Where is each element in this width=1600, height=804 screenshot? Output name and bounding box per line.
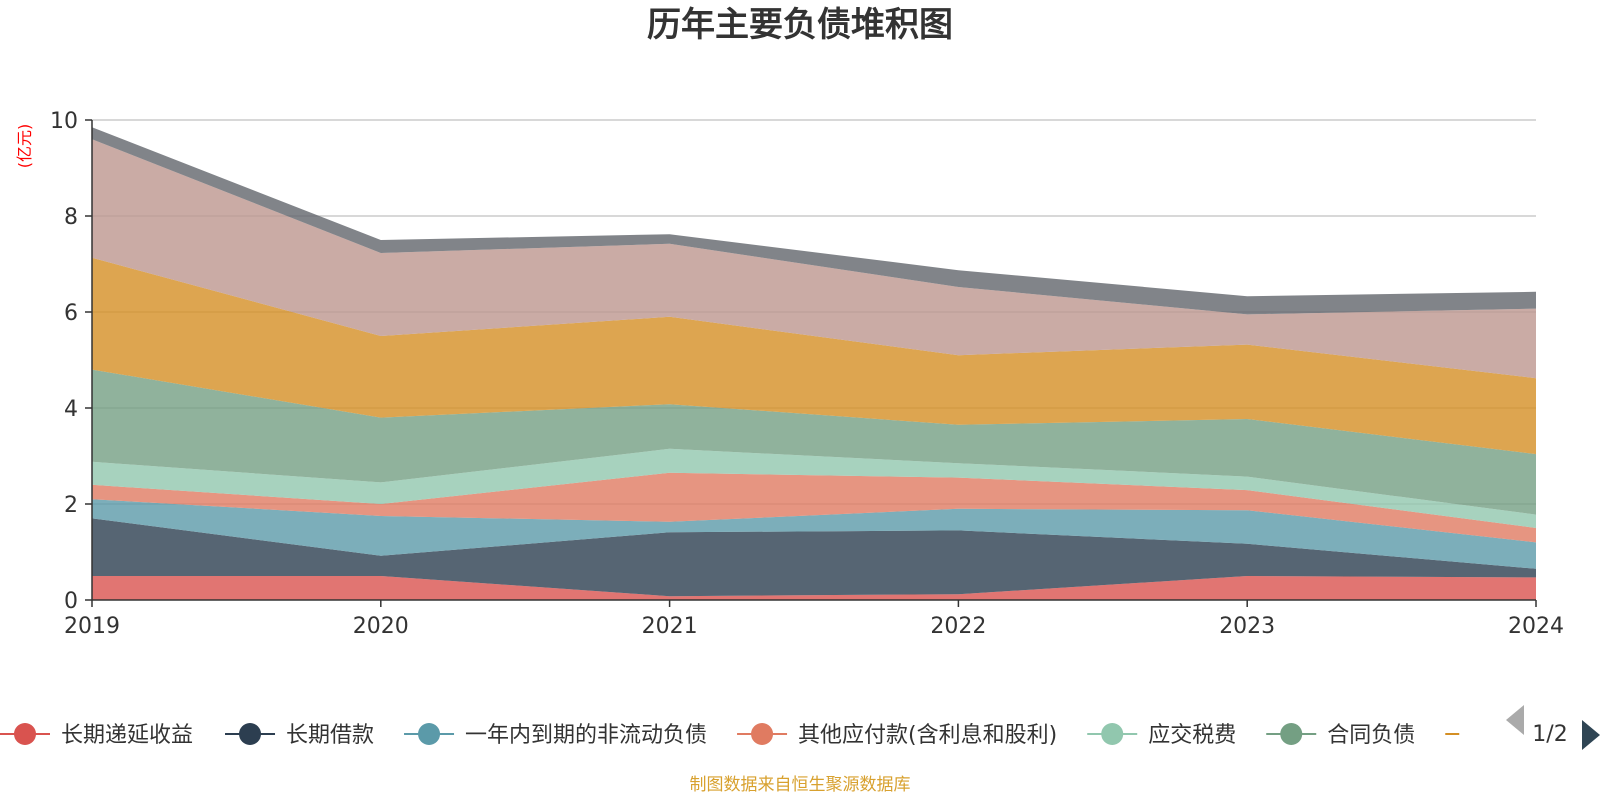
- y-tick-label: 10: [50, 109, 78, 134]
- legend-label: 一年内到期的非流动负债: [465, 723, 707, 748]
- area-series-0[interactable]: [92, 576, 1536, 600]
- area-series-6[interactable]: [92, 257, 1536, 455]
- legend-marker: [751, 723, 774, 745]
- legend-next-page-icon[interactable]: [1582, 720, 1600, 750]
- legend-label: 其他应付款(含利息和股利): [798, 723, 1057, 748]
- x-tick-label: 2023: [1219, 614, 1275, 639]
- chart-title: 历年主要负债堆积图: [647, 5, 953, 45]
- legend-marker: [1280, 723, 1303, 745]
- legend-label: 长期递延收益: [61, 723, 193, 748]
- legend-marker: [239, 723, 262, 745]
- x-tick-label: 2019: [64, 614, 120, 639]
- legend-label: 长期借款: [286, 723, 374, 748]
- legend-item-4[interactable]: 应交税费: [1087, 723, 1236, 748]
- legend-item-2[interactable]: 一年内到期的非流动负债: [404, 723, 707, 748]
- y-tick-label: 2: [64, 493, 78, 518]
- x-tick-label: 2020: [353, 614, 409, 639]
- y-tick-label: 6: [64, 301, 78, 326]
- y-tick-label: 4: [64, 397, 78, 422]
- x-tick-label: 2024: [1508, 614, 1564, 639]
- legend-item-0[interactable]: 长期递延收益: [0, 723, 193, 748]
- area-series-3[interactable]: [92, 472, 1536, 543]
- data-source-note: 制图数据来自恒生聚源数据库: [690, 775, 911, 795]
- area-series-7[interactable]: [92, 139, 1536, 379]
- area-series-2[interactable]: [92, 499, 1536, 569]
- legend-marker: [418, 723, 441, 745]
- x-tick-label: 2021: [642, 614, 698, 639]
- area-series-group: [92, 127, 1536, 600]
- legend-item-3[interactable]: 其他应付款(含利息和股利): [737, 723, 1057, 748]
- legend-page-indicator: 1/2: [1532, 722, 1567, 747]
- x-tick-label: 2022: [930, 614, 986, 639]
- legend-pager: 1/2: [1506, 705, 1600, 750]
- legend-item-1[interactable]: 长期借款: [225, 723, 374, 748]
- area-series-4[interactable]: [92, 448, 1536, 528]
- legend: 长期递延收益 长期借款 一年内到期的非流动负债 其他应付款(含利息和股利) 应交税费 合同…: [0, 723, 1460, 748]
- legend-label: 合同负债: [1327, 723, 1415, 748]
- y-tick-label: 8: [64, 205, 78, 230]
- y-axis-unit-label: (亿元): [15, 124, 34, 169]
- legend-label: 应交税费: [1148, 723, 1236, 748]
- area-series-8[interactable]: [92, 127, 1536, 315]
- y-tick-label: 0: [64, 589, 78, 614]
- axes: 0 2 4 6 8 10 2019 2020 2021 2022 2023 2024: [50, 109, 1564, 639]
- area-series-5[interactable]: [92, 369, 1536, 515]
- area-series-1[interactable]: [92, 518, 1536, 597]
- legend-item-5[interactable]: 合同负债: [1266, 723, 1415, 748]
- legend-marker: [1101, 723, 1124, 745]
- legend-prev-page-icon[interactable]: [1506, 705, 1524, 735]
- legend-marker: [14, 723, 36, 745]
